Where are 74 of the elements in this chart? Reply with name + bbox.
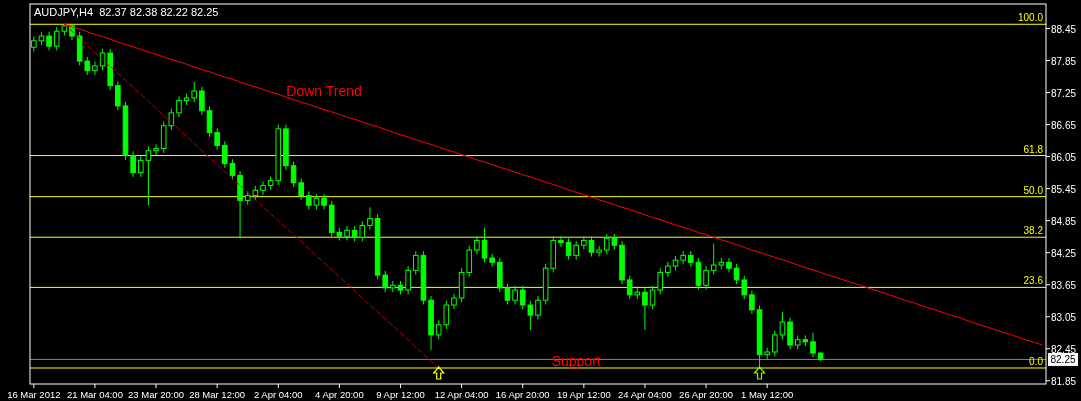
x-tick-label: 2 Apr 04:00 (253, 389, 303, 400)
candlestick (344, 225, 350, 241)
candlestick (176, 95, 182, 118)
y-tick-label: 84.85 (1051, 215, 1077, 227)
candlestick (787, 317, 793, 350)
candlestick (260, 180, 266, 196)
candlestick (810, 332, 816, 358)
candlestick (535, 295, 541, 320)
y-tick-label: 88.45 (1051, 23, 1077, 35)
candlestick (214, 127, 220, 151)
x-tick-label: 24 Apr 04:00 (618, 389, 672, 400)
y-tick-label: 81.85 (1051, 375, 1077, 387)
x-tick-label: 4 Apr 20:00 (315, 389, 364, 400)
annotation: Down Trend (286, 83, 362, 99)
x-tick-label: 9 Apr 12:00 (376, 389, 425, 400)
candlestick (772, 330, 778, 357)
candlestick (199, 86, 205, 116)
candlestick (558, 235, 564, 248)
candlestick (779, 311, 786, 340)
chart-title: AUDJPY,H4 82.37 82.38 82.22 82.25 (34, 6, 219, 18)
candlestick (726, 257, 732, 273)
x-tick-label: 1 May 12:00 (741, 389, 794, 400)
x-tick-label: 16 Mar 2012 (7, 389, 61, 400)
candlestick (588, 235, 595, 257)
candlestick (749, 290, 755, 315)
candlestick (390, 280, 396, 293)
x-tick-label: 28 Mar 12:00 (189, 389, 246, 400)
candlestick (46, 31, 52, 51)
x-tick-label: 26 Apr 20:00 (679, 389, 734, 400)
candlestick (290, 160, 297, 188)
annotation: 61.8 (1023, 143, 1044, 155)
candlestick (298, 178, 304, 201)
annotation: 38.2 (1023, 225, 1044, 237)
annotation: 23.6 (1023, 275, 1044, 287)
candlestick (703, 265, 709, 291)
y-tick-label: 83.05 (1051, 311, 1077, 323)
candlestick (130, 150, 136, 178)
x-tick-label: 12 Apr 04:00 (434, 389, 489, 400)
y-tick-label: 86.65 (1051, 119, 1077, 131)
candlestick (367, 206, 373, 231)
y-tick-label: 82.45 (1051, 343, 1077, 355)
candlestick (153, 143, 159, 156)
y-tick-label: 86.05 (1051, 151, 1077, 163)
annotation: 50.0 (1023, 184, 1044, 196)
candlestick (573, 240, 579, 261)
x-tick-label: 19 Apr 12:00 (556, 389, 611, 400)
y-tick-label: 84.25 (1051, 247, 1077, 259)
ref-line-label: 82.25 (1050, 354, 1076, 366)
candlestick (306, 190, 312, 210)
candlestick (481, 227, 488, 263)
candlestick (206, 105, 213, 138)
x-tick-label: 21 Mar 04:00 (66, 389, 123, 400)
y-tick-label: 85.45 (1051, 183, 1077, 195)
candlestick (596, 245, 602, 257)
candlestick (565, 237, 572, 261)
annotation: Support (551, 353, 601, 369)
candlestick (504, 283, 511, 305)
candlestick (680, 250, 686, 265)
candlestick (665, 261, 671, 278)
annotation: 100.0 (1017, 12, 1044, 24)
x-tick-label: 23 Mar 20:00 (128, 389, 185, 400)
candlestick (474, 235, 480, 255)
y-tick-label: 87.25 (1051, 87, 1077, 99)
line-series (63, 23, 1043, 346)
candlestick (115, 80, 121, 111)
annotation: 0.0 (1029, 355, 1044, 367)
x-tick-label: 16 Apr 20:00 (495, 389, 550, 400)
candlestick (405, 265, 411, 295)
candlestick (321, 193, 327, 210)
y-tick-label: 87.85 (1051, 55, 1077, 67)
candlestick (512, 285, 518, 305)
y-tick-label: 83.65 (1051, 279, 1077, 291)
candlestick (92, 61, 98, 76)
candlestick (642, 287, 648, 331)
